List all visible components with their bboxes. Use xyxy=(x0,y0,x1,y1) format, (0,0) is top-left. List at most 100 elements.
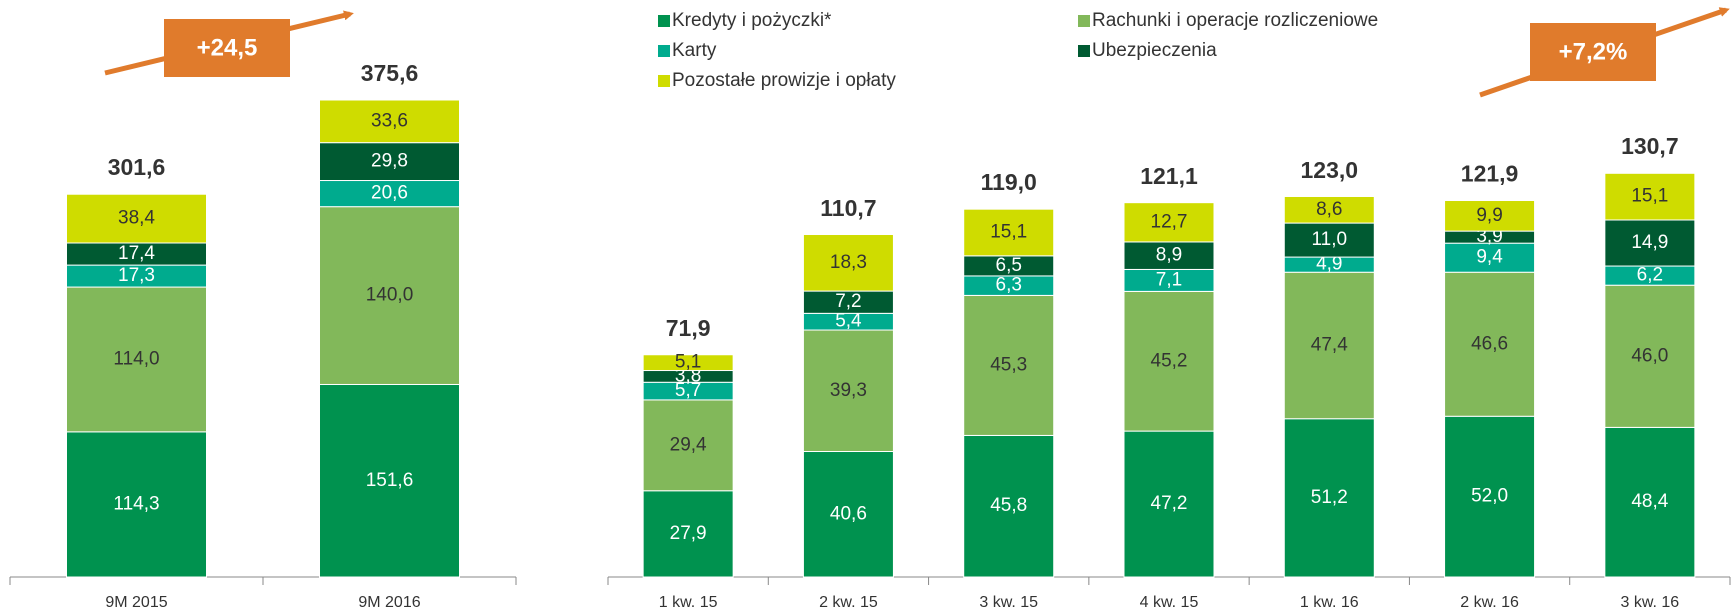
legend-swatch xyxy=(658,75,670,87)
bar-segment xyxy=(66,431,207,578)
data-label: 14,9 xyxy=(1631,232,1668,253)
x-tick-label: 9M 2015 xyxy=(105,594,167,611)
bar-segment xyxy=(802,451,894,578)
legend-label: Karty xyxy=(672,40,717,61)
data-label: 45,8 xyxy=(990,495,1027,516)
bar-segment xyxy=(1604,172,1696,221)
data-label: 6,2 xyxy=(1637,265,1663,286)
legend-label: Pozostałe prowizje i opłaty xyxy=(672,70,896,91)
data-label: 9,4 xyxy=(1476,247,1503,268)
bar-segment xyxy=(66,286,207,433)
bar-segment xyxy=(319,180,460,208)
data-label: 8,6 xyxy=(1316,199,1342,220)
total-label: 123,0 xyxy=(1301,157,1359,183)
data-label: 40,6 xyxy=(830,503,867,524)
data-label: 20,6 xyxy=(371,183,408,204)
bar-segment xyxy=(319,99,460,144)
data-label: 27,9 xyxy=(670,523,707,544)
total-label: 71,9 xyxy=(666,315,711,341)
total-label: 375,6 xyxy=(361,60,419,86)
data-label: 140,0 xyxy=(366,285,414,306)
bar-segment xyxy=(1283,222,1375,258)
x-tick-label: 3 kw. 16 xyxy=(1621,594,1680,611)
data-label: 7,2 xyxy=(835,291,861,312)
data-label: 5,7 xyxy=(675,380,701,401)
data-label: 46,0 xyxy=(1631,345,1668,366)
data-label: 15,1 xyxy=(990,222,1027,243)
bar-segment xyxy=(642,354,734,372)
total-label: 121,1 xyxy=(1140,163,1198,189)
x-tick-label: 1 kw. 16 xyxy=(1300,594,1359,611)
data-label: 48,4 xyxy=(1631,491,1668,512)
data-label: 38,4 xyxy=(118,208,155,229)
bar-segment xyxy=(1283,195,1375,224)
legend-swatch xyxy=(1078,15,1090,27)
data-label: 114,3 xyxy=(113,493,159,514)
annotation: +24,5 xyxy=(197,34,258,61)
data-label: 29,4 xyxy=(670,434,707,455)
legend-swatch xyxy=(658,45,670,57)
data-label: 52,0 xyxy=(1471,486,1508,507)
x-tick-label: 3 kw. 15 xyxy=(979,594,1038,611)
data-label: 7,1 xyxy=(1156,269,1182,290)
x-tick-label: 9M 2016 xyxy=(358,594,420,611)
data-label: 18,3 xyxy=(830,252,867,273)
annotation-box xyxy=(1530,23,1656,81)
data-label: 17,4 xyxy=(118,243,155,264)
bar-segment xyxy=(642,490,734,578)
data-label: 5,4 xyxy=(835,311,862,332)
bar-segment xyxy=(319,142,460,182)
x-tick-label: 2 kw. 15 xyxy=(819,594,878,611)
x-tick-label: 1 kw. 15 xyxy=(659,594,718,611)
data-label: 45,2 xyxy=(1151,350,1188,371)
data-label: 114,0 xyxy=(113,348,159,369)
data-label: 4,9 xyxy=(1316,254,1342,275)
x-tick-label: 2 kw. 16 xyxy=(1460,594,1519,611)
total-label: 130,7 xyxy=(1621,133,1679,159)
data-label: 47,4 xyxy=(1311,334,1348,355)
x-tick-label: 4 kw. 15 xyxy=(1140,594,1199,611)
bar-segment xyxy=(963,208,1055,257)
data-label: 6,3 xyxy=(996,275,1022,296)
total-label: 119,0 xyxy=(981,169,1037,195)
bar-segment xyxy=(319,206,460,385)
data-label: 6,5 xyxy=(996,255,1022,276)
data-label: 8,9 xyxy=(1156,245,1182,266)
bar-segment xyxy=(1123,290,1215,432)
data-label: 12,7 xyxy=(1151,211,1188,232)
data-label: 29,8 xyxy=(371,151,408,172)
data-label: 11,0 xyxy=(1311,229,1347,250)
data-label: 33,6 xyxy=(371,110,408,131)
legend-swatch xyxy=(1078,45,1090,57)
data-label: 39,3 xyxy=(830,380,867,401)
legend-label: Rachunki i operacje rozliczeniowe xyxy=(1092,10,1378,31)
data-label: 9,9 xyxy=(1476,205,1502,226)
bar-segment xyxy=(802,234,894,292)
bar-segment xyxy=(1444,200,1536,232)
data-label: 151,6 xyxy=(366,470,414,491)
data-label: 17,3 xyxy=(118,265,155,286)
data-label: 45,3 xyxy=(990,354,1027,375)
bar-segment xyxy=(642,399,734,492)
data-label: 15,1 xyxy=(1631,186,1668,207)
bar-segment xyxy=(963,294,1055,436)
data-label: 47,2 xyxy=(1151,493,1188,514)
legend-label: Kredyty i pożyczki* xyxy=(672,10,832,31)
bar-segment xyxy=(1123,241,1215,270)
legend-label: Ubezpieczenia xyxy=(1092,40,1217,61)
annotation: +7,2% xyxy=(1559,38,1628,65)
bar-segment xyxy=(1604,219,1696,267)
data-label: 46,6 xyxy=(1471,333,1508,354)
data-label: 5,1 xyxy=(675,352,701,373)
total-label: 121,9 xyxy=(1461,160,1519,186)
bar-segment xyxy=(1444,271,1536,417)
bar-segment xyxy=(802,329,894,453)
bar-segment xyxy=(963,434,1055,578)
total-label: 110,7 xyxy=(820,195,876,221)
legend-swatch xyxy=(658,15,670,27)
bar-segment xyxy=(1444,415,1536,578)
bar-segment xyxy=(1123,202,1215,243)
bar-segment xyxy=(319,383,460,578)
data-label: 51,2 xyxy=(1311,487,1348,508)
